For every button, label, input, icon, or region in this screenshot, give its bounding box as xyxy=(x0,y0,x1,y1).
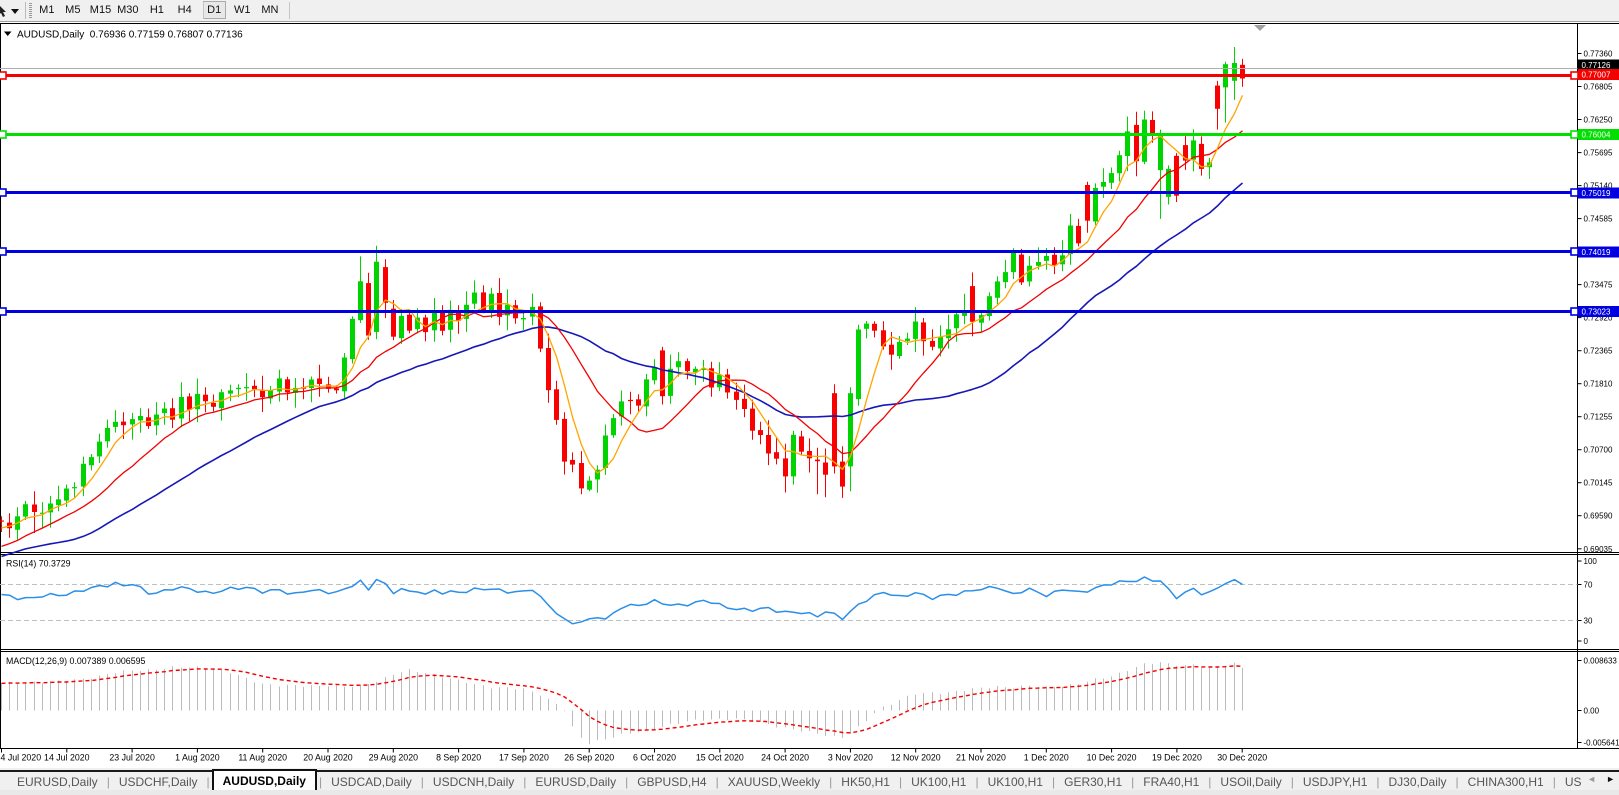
svg-text:0.73023: 0.73023 xyxy=(1582,308,1611,317)
svg-text:0.74019: 0.74019 xyxy=(1582,248,1611,257)
svg-text:0.77360: 0.77360 xyxy=(1584,50,1613,59)
svg-text:10 Dec 2020: 10 Dec 2020 xyxy=(1087,753,1137,763)
svg-text:15 Oct 2020: 15 Oct 2020 xyxy=(696,753,744,763)
svg-text:70: 70 xyxy=(1584,581,1593,590)
svg-text:26 Sep 2020: 26 Sep 2020 xyxy=(564,753,614,763)
svg-text:0.76250: 0.76250 xyxy=(1584,116,1613,125)
svg-text:0.69035: 0.69035 xyxy=(1584,545,1613,554)
svg-text:0.72365: 0.72365 xyxy=(1584,347,1613,356)
svg-text:0.76805: 0.76805 xyxy=(1584,83,1613,92)
svg-text:8 Sep 2020: 8 Sep 2020 xyxy=(436,753,481,763)
svg-text:0.75140: 0.75140 xyxy=(1584,182,1613,191)
svg-text:29 Aug 2020: 29 Aug 2020 xyxy=(369,753,419,763)
svg-text:0.008633: 0.008633 xyxy=(1584,657,1618,666)
svg-text:1 Dec 2020: 1 Dec 2020 xyxy=(1024,753,1069,763)
svg-text:30 Dec 2020: 30 Dec 2020 xyxy=(1217,753,1267,763)
svg-text:21 Nov 2020: 21 Nov 2020 xyxy=(956,753,1006,763)
svg-text:0.76004: 0.76004 xyxy=(1582,131,1611,140)
svg-text:12 Nov 2020: 12 Nov 2020 xyxy=(891,753,941,763)
svg-text:23 Jul 2020: 23 Jul 2020 xyxy=(109,753,155,763)
svg-text:6 Oct 2020: 6 Oct 2020 xyxy=(633,753,676,763)
svg-text:RSI(14) 70.3729: RSI(14) 70.3729 xyxy=(6,559,71,569)
svg-text:1 Aug 2020: 1 Aug 2020 xyxy=(175,753,220,763)
svg-text:0.74585: 0.74585 xyxy=(1584,215,1613,224)
svg-text:0.77007: 0.77007 xyxy=(1582,71,1611,80)
svg-text:4 Jul 2020: 4 Jul 2020 xyxy=(1,753,42,763)
svg-text:0.75019: 0.75019 xyxy=(1582,189,1611,198)
svg-text:17 Sep 2020: 17 Sep 2020 xyxy=(499,753,549,763)
svg-text:14 Jul 2020: 14 Jul 2020 xyxy=(44,753,90,763)
svg-text:-0.005641: -0.005641 xyxy=(1584,739,1619,748)
svg-text:3 Nov 2020: 3 Nov 2020 xyxy=(828,753,873,763)
svg-text:0.77126: 0.77126 xyxy=(1582,61,1611,70)
svg-text:0.75695: 0.75695 xyxy=(1584,149,1613,158)
svg-text:0.69590: 0.69590 xyxy=(1584,512,1613,521)
svg-text:19 Dec 2020: 19 Dec 2020 xyxy=(1152,753,1202,763)
svg-text:30: 30 xyxy=(1584,617,1593,626)
svg-text:11 Aug 2020: 11 Aug 2020 xyxy=(238,753,287,763)
svg-text:0.00: 0.00 xyxy=(1584,707,1600,716)
svg-text:0: 0 xyxy=(1584,637,1589,646)
svg-text:AUDUSD,Daily 0.76936 0.77159: AUDUSD,Daily 0.76936 0.77159 0.76807 0.7… xyxy=(17,30,243,41)
svg-text:0.71255: 0.71255 xyxy=(1584,413,1613,422)
svg-text:0.72920: 0.72920 xyxy=(1584,314,1613,323)
svg-text:0.70700: 0.70700 xyxy=(1584,446,1613,455)
svg-text:0.71810: 0.71810 xyxy=(1584,380,1613,389)
svg-text:20 Aug 2020: 20 Aug 2020 xyxy=(303,753,353,763)
svg-text:0.70145: 0.70145 xyxy=(1584,479,1613,488)
svg-text:24 Oct 2020: 24 Oct 2020 xyxy=(761,753,809,763)
svg-text:MACD(12,26,9) 0.007389 0.00659: MACD(12,26,9) 0.007389 0.006595 xyxy=(6,656,145,666)
svg-text:0.73475: 0.73475 xyxy=(1584,281,1613,290)
svg-text:100: 100 xyxy=(1584,557,1598,566)
